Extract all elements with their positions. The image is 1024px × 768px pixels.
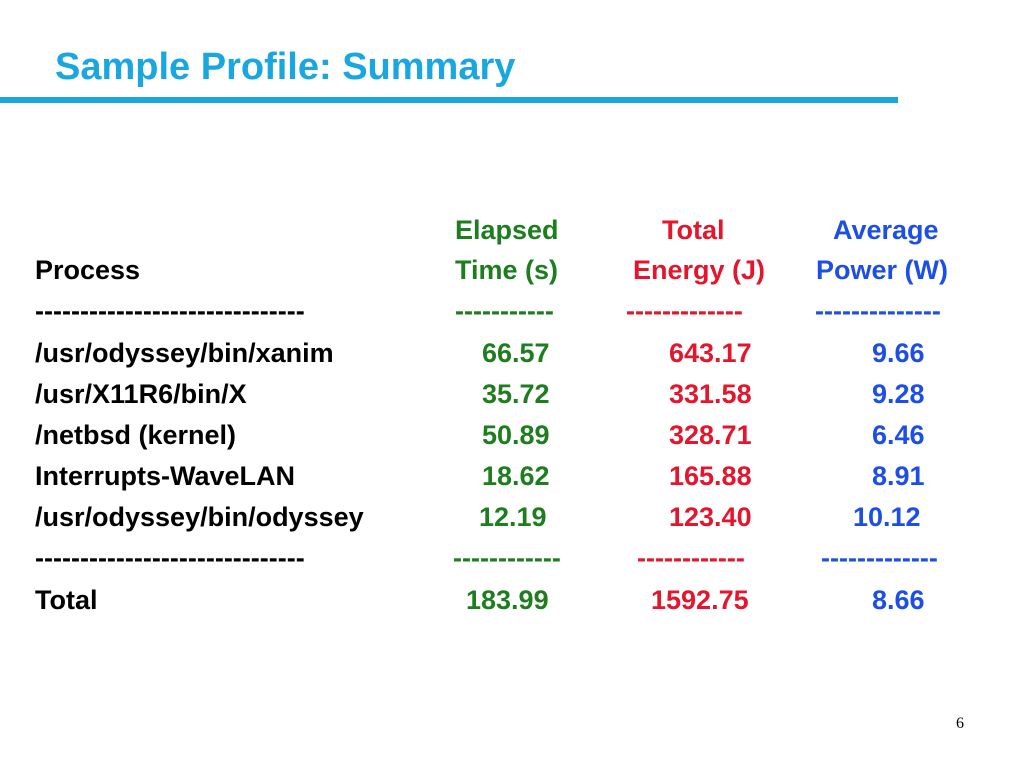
separator-bottom-energy: ------------ — [637, 543, 745, 573]
row-energy: 165.88 — [669, 461, 752, 491]
row-energy: 331.58 — [669, 379, 752, 409]
row-energy: 123.40 — [669, 502, 752, 532]
header-power-line2: Power (W) — [816, 255, 948, 285]
header-elapsed-line1: Elapsed — [455, 215, 559, 245]
header-elapsed-line2: Time (s) — [455, 255, 559, 285]
row-elapsed: 66.57 — [482, 338, 550, 368]
row-power: 6.46 — [872, 420, 925, 450]
slide-number: 6 — [956, 715, 964, 732]
total-power: 8.66 — [872, 585, 925, 615]
slide-title: Sample Profile: Summary — [55, 46, 516, 88]
row-process: /netbsd (kernel) — [35, 420, 237, 450]
row-elapsed: 12.19 — [479, 502, 547, 532]
separator-bottom-process: ------------------------------ — [35, 543, 305, 573]
total-label: Total — [35, 585, 98, 615]
separator-top-energy: ------------- — [626, 296, 743, 326]
title-underline — [0, 97, 898, 103]
row-process: /usr/X11R6/bin/X — [35, 379, 247, 409]
row-process: Interrupts-WaveLAN — [35, 461, 296, 491]
separator-bottom-power: ------------- — [821, 543, 938, 573]
row-process: /usr/odyssey/bin/xanim — [35, 338, 334, 368]
row-power: 10.12 — [853, 502, 921, 532]
total-elapsed: 183.99 — [466, 585, 549, 615]
total-energy: 1592.75 — [651, 585, 749, 615]
row-energy: 328.71 — [669, 420, 752, 450]
row-elapsed: 50.89 — [482, 420, 550, 450]
row-elapsed: 18.62 — [482, 461, 550, 491]
header-process: Process — [35, 255, 141, 285]
header-power-line1: Average — [833, 215, 939, 245]
separator-top-power: -------------- — [815, 296, 941, 326]
separator-bottom-elapsed: ------------ — [453, 543, 561, 573]
header-energy-line2: Energy (J) — [633, 255, 766, 285]
row-elapsed: 35.72 — [482, 379, 550, 409]
row-energy: 643.17 — [669, 338, 752, 368]
separator-top-elapsed: ----------- — [455, 296, 554, 326]
header-energy-line1: Total — [662, 215, 725, 245]
separator-top-process: ------------------------------ — [35, 296, 305, 326]
row-power: 8.91 — [872, 461, 925, 491]
row-power: 9.66 — [872, 338, 925, 368]
row-power: 9.28 — [872, 379, 925, 409]
row-process: /usr/odyssey/bin/odyssey — [35, 502, 364, 532]
